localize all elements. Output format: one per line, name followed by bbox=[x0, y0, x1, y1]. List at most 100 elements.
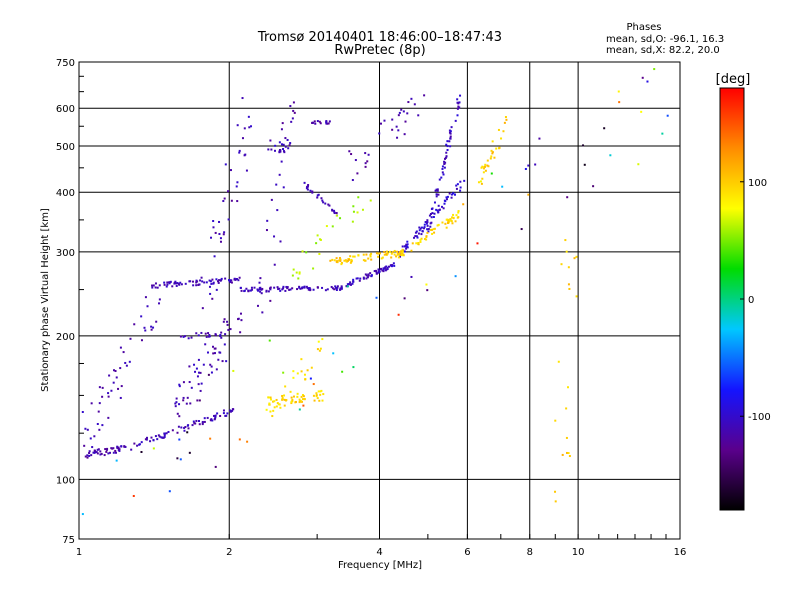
data-point bbox=[442, 173, 445, 176]
colorbar-tick-label: 0 bbox=[748, 295, 754, 306]
data-point bbox=[200, 331, 203, 334]
data-point bbox=[197, 358, 200, 361]
data-point bbox=[191, 424, 194, 427]
data-point bbox=[116, 446, 119, 449]
data-point bbox=[211, 278, 214, 281]
data-point bbox=[446, 195, 449, 198]
data-point bbox=[201, 307, 204, 310]
data-point bbox=[312, 267, 315, 270]
data-point bbox=[377, 268, 380, 271]
data-point bbox=[418, 226, 421, 229]
data-point bbox=[316, 120, 319, 123]
data-point bbox=[288, 288, 291, 291]
data-point bbox=[196, 280, 199, 283]
data-point bbox=[459, 180, 462, 183]
data-point bbox=[364, 152, 367, 155]
data-point bbox=[367, 274, 370, 277]
data-point bbox=[407, 101, 410, 104]
data-point bbox=[144, 329, 147, 332]
data-point bbox=[433, 227, 436, 230]
data-point bbox=[273, 235, 276, 238]
data-point bbox=[389, 264, 392, 267]
data-point bbox=[322, 393, 325, 396]
data-point bbox=[152, 326, 155, 329]
data-point bbox=[152, 447, 155, 450]
data-point bbox=[375, 296, 378, 299]
data-point bbox=[239, 312, 242, 315]
data-point bbox=[401, 248, 404, 251]
data-point bbox=[426, 219, 429, 222]
data-point bbox=[311, 121, 314, 124]
data-point bbox=[269, 396, 272, 399]
data-point bbox=[298, 271, 301, 274]
data-point bbox=[312, 394, 315, 397]
data-point bbox=[260, 292, 263, 295]
data-point bbox=[161, 436, 164, 439]
data-point bbox=[167, 430, 170, 433]
data-point bbox=[402, 110, 405, 113]
data-point bbox=[527, 164, 530, 167]
data-point bbox=[364, 273, 367, 276]
data-point bbox=[568, 455, 571, 458]
data-point bbox=[185, 402, 188, 405]
data-point bbox=[427, 230, 430, 233]
data-point bbox=[429, 225, 432, 228]
data-point bbox=[357, 254, 360, 257]
data-point bbox=[223, 343, 226, 346]
data-point bbox=[498, 147, 501, 150]
data-point bbox=[404, 245, 407, 248]
data-point bbox=[403, 133, 406, 136]
data-point bbox=[118, 449, 121, 452]
data-point bbox=[309, 377, 312, 380]
data-point bbox=[445, 198, 448, 201]
data-point bbox=[165, 285, 168, 288]
data-point bbox=[182, 399, 185, 402]
data-point bbox=[110, 389, 113, 392]
data-point bbox=[452, 217, 455, 220]
data-point bbox=[443, 157, 446, 160]
data-point bbox=[143, 326, 146, 329]
data-point bbox=[491, 152, 494, 155]
data-point bbox=[154, 435, 157, 438]
data-point bbox=[426, 289, 429, 292]
data-point bbox=[250, 125, 253, 128]
data-point bbox=[251, 288, 254, 291]
data-point bbox=[203, 417, 206, 420]
data-point bbox=[207, 332, 210, 335]
data-point bbox=[203, 420, 206, 423]
data-point bbox=[237, 279, 240, 282]
data-point bbox=[86, 454, 89, 457]
stats-line-o: mean, sd,O: -96.1, 16.3 bbox=[606, 34, 724, 45]
data-point bbox=[349, 261, 352, 264]
data-point bbox=[316, 286, 319, 289]
data-point bbox=[327, 122, 330, 125]
data-point bbox=[355, 277, 358, 280]
data-point bbox=[214, 333, 217, 336]
data-point bbox=[96, 422, 99, 425]
data-point bbox=[417, 241, 420, 244]
data-point bbox=[364, 165, 367, 168]
data-point bbox=[331, 287, 334, 290]
data-point bbox=[321, 199, 324, 202]
data-point bbox=[375, 252, 378, 255]
data-point bbox=[441, 171, 444, 174]
data-point bbox=[421, 230, 424, 233]
data-point bbox=[370, 275, 373, 278]
data-point bbox=[447, 220, 450, 223]
data-point bbox=[283, 394, 286, 397]
data-point bbox=[269, 288, 272, 291]
data-point bbox=[292, 370, 295, 373]
data-point bbox=[402, 254, 405, 257]
data-point bbox=[316, 348, 319, 351]
data-point bbox=[104, 448, 107, 451]
data-point bbox=[247, 290, 250, 293]
data-point bbox=[93, 451, 96, 454]
data-point bbox=[436, 189, 439, 192]
data-point bbox=[178, 383, 181, 386]
data-point bbox=[257, 289, 260, 292]
data-point bbox=[456, 114, 459, 117]
data-point bbox=[432, 215, 435, 218]
data-point bbox=[112, 447, 115, 450]
data-point bbox=[234, 278, 237, 281]
data-point bbox=[98, 386, 101, 389]
